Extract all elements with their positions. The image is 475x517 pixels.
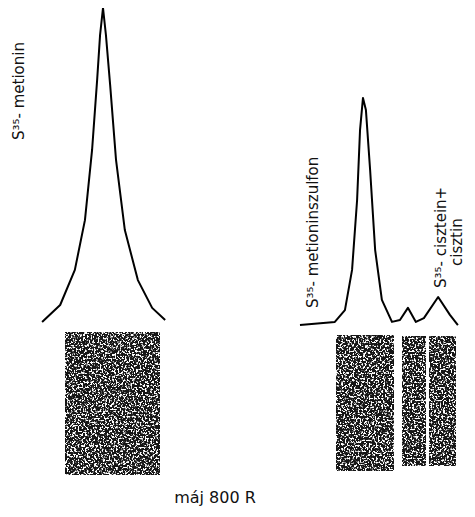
strip	[402, 336, 426, 466]
chart: S³⁵- metionin S³⁵- metioninszulfon S³⁵- ci…	[0, 0, 475, 517]
peak-label: S³⁵- metioninszulfon	[304, 157, 322, 308]
title: máj 800 R	[174, 488, 256, 507]
strip	[336, 335, 394, 471]
peak-label: S³⁵- metionin	[10, 42, 28, 140]
chromatogram-strips	[65, 332, 456, 475]
strip	[429, 336, 456, 466]
strip	[65, 332, 160, 475]
curve	[42, 8, 458, 325]
peak-label: S³⁵- cisztein+cisztin	[432, 187, 466, 288]
plot	[42, 8, 458, 325]
